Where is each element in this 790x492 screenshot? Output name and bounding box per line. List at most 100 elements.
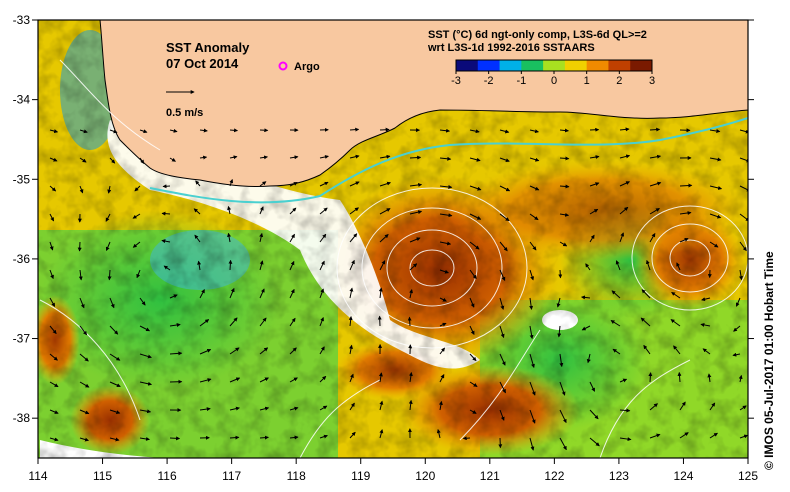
velocity-arrow bbox=[469, 297, 475, 308]
velocity-arrow bbox=[499, 213, 510, 222]
velocity-arrow bbox=[670, 319, 681, 327]
velocity-arrow bbox=[79, 409, 90, 415]
velocity-arrow bbox=[379, 181, 392, 187]
velocity-arrow bbox=[195, 180, 201, 187]
velocity-arrow bbox=[349, 287, 354, 299]
velocity-arrow bbox=[289, 155, 299, 160]
velocity-arrow bbox=[648, 372, 653, 383]
lon-tick-label: 121 bbox=[480, 469, 500, 483]
velocity-arrow bbox=[289, 406, 299, 411]
velocity-arrow bbox=[709, 213, 722, 219]
velocity-arrow bbox=[619, 232, 625, 243]
velocity-arrow bbox=[193, 208, 201, 215]
velocity-arrow bbox=[469, 353, 477, 362]
velocity-arrow bbox=[702, 348, 711, 355]
velocity-arrow bbox=[469, 213, 482, 220]
velocity-arrow bbox=[169, 157, 176, 162]
velocity-arrow bbox=[739, 185, 748, 192]
velocity-arrow bbox=[409, 263, 418, 271]
velocity-arrow bbox=[438, 400, 443, 411]
velocity-arrow bbox=[499, 241, 508, 252]
velocity-arrow bbox=[612, 348, 621, 355]
velocity-arrow bbox=[679, 401, 686, 411]
velocity-arrow bbox=[709, 432, 718, 439]
velocity-arrow bbox=[469, 129, 480, 134]
velocity-arrow bbox=[378, 287, 383, 299]
velocity-arrow bbox=[109, 129, 118, 134]
velocity-arrow bbox=[227, 232, 232, 243]
velocity-arrow bbox=[709, 157, 722, 162]
velocity-arrow bbox=[199, 378, 212, 383]
velocity-arrow bbox=[559, 241, 568, 247]
colorbar-tick-label: -1 bbox=[516, 75, 526, 87]
velocity-arrow bbox=[739, 241, 747, 252]
velocity-arrow bbox=[319, 207, 328, 215]
velocity-arrow bbox=[529, 269, 535, 281]
velocity-arrow bbox=[289, 288, 295, 299]
velocity-arrow bbox=[379, 429, 384, 439]
velocity-arrow bbox=[469, 241, 480, 250]
map-title: SST Anomaly bbox=[166, 40, 250, 55]
velocity-arrow bbox=[709, 185, 723, 190]
velocity-arrow bbox=[439, 297, 447, 302]
colorbar-tick-label: 3 bbox=[649, 75, 655, 87]
velocity-arrow bbox=[139, 325, 151, 332]
lon-tick-label: 120 bbox=[415, 469, 435, 483]
lon-tick-label: 118 bbox=[287, 469, 306, 483]
velocity-arrow bbox=[641, 289, 651, 299]
velocity-arrow bbox=[739, 405, 747, 411]
colorbar-swatch bbox=[586, 60, 609, 71]
velocity-arrow bbox=[49, 241, 54, 251]
velocity-arrow bbox=[259, 406, 270, 411]
velocity-arrow bbox=[319, 288, 325, 299]
velocity-arrow bbox=[109, 381, 121, 388]
map-field bbox=[38, 20, 748, 458]
lon-tick-label: 116 bbox=[158, 469, 177, 483]
velocity-arrow bbox=[611, 290, 621, 299]
velocity-arrow bbox=[589, 208, 599, 215]
velocity-arrow bbox=[676, 262, 681, 271]
velocity-arrow bbox=[408, 371, 413, 383]
velocity-arrow bbox=[559, 156, 570, 161]
sea-level-contours bbox=[39, 59, 748, 458]
velocity-arrow bbox=[436, 429, 441, 439]
velocity-arrow bbox=[229, 347, 240, 355]
lon-tick-label: 119 bbox=[351, 469, 370, 483]
colorbar-swatch bbox=[477, 60, 501, 71]
velocity-arrow bbox=[259, 317, 267, 327]
velocity-arrow bbox=[556, 297, 561, 308]
current-line bbox=[149, 117, 748, 204]
velocity-arrow bbox=[649, 232, 656, 243]
velocity-arrow bbox=[109, 157, 116, 164]
velocity-arrow bbox=[529, 353, 535, 368]
velocity-arrow bbox=[379, 127, 390, 132]
velocity-arrow bbox=[701, 297, 711, 302]
velocity-arrow bbox=[589, 437, 600, 447]
velocity-arrow bbox=[529, 213, 539, 221]
velocity-arrow bbox=[259, 181, 267, 187]
velocity-arrow bbox=[677, 371, 682, 383]
velocity-arrow bbox=[499, 129, 510, 134]
velocity-arrow bbox=[79, 185, 84, 194]
velocity-arrow bbox=[259, 155, 268, 160]
velocity-arrow bbox=[319, 405, 328, 411]
velocity-arrow bbox=[109, 409, 121, 415]
velocity-arrow bbox=[679, 432, 689, 439]
velocity-arrow bbox=[199, 319, 210, 327]
velocity-arrow bbox=[259, 260, 264, 271]
colorbar-swatch bbox=[499, 60, 522, 71]
velocity-arrow bbox=[589, 381, 596, 392]
velocity-arrow bbox=[199, 348, 212, 355]
lat-tick-label: -33 bbox=[13, 13, 31, 27]
velocity-arrow bbox=[79, 381, 90, 388]
velocity-arrow bbox=[499, 381, 506, 394]
velocity-arrow bbox=[409, 289, 414, 299]
velocity-arrow bbox=[679, 211, 692, 215]
velocity-arrow bbox=[289, 233, 295, 243]
velocity-arrow bbox=[559, 437, 567, 451]
velocity-arrow bbox=[229, 287, 235, 299]
velocity-arrows bbox=[49, 127, 748, 451]
velocity-arrow bbox=[673, 345, 681, 355]
velocity-arrow bbox=[585, 263, 591, 271]
velocity-arrow bbox=[439, 241, 452, 246]
